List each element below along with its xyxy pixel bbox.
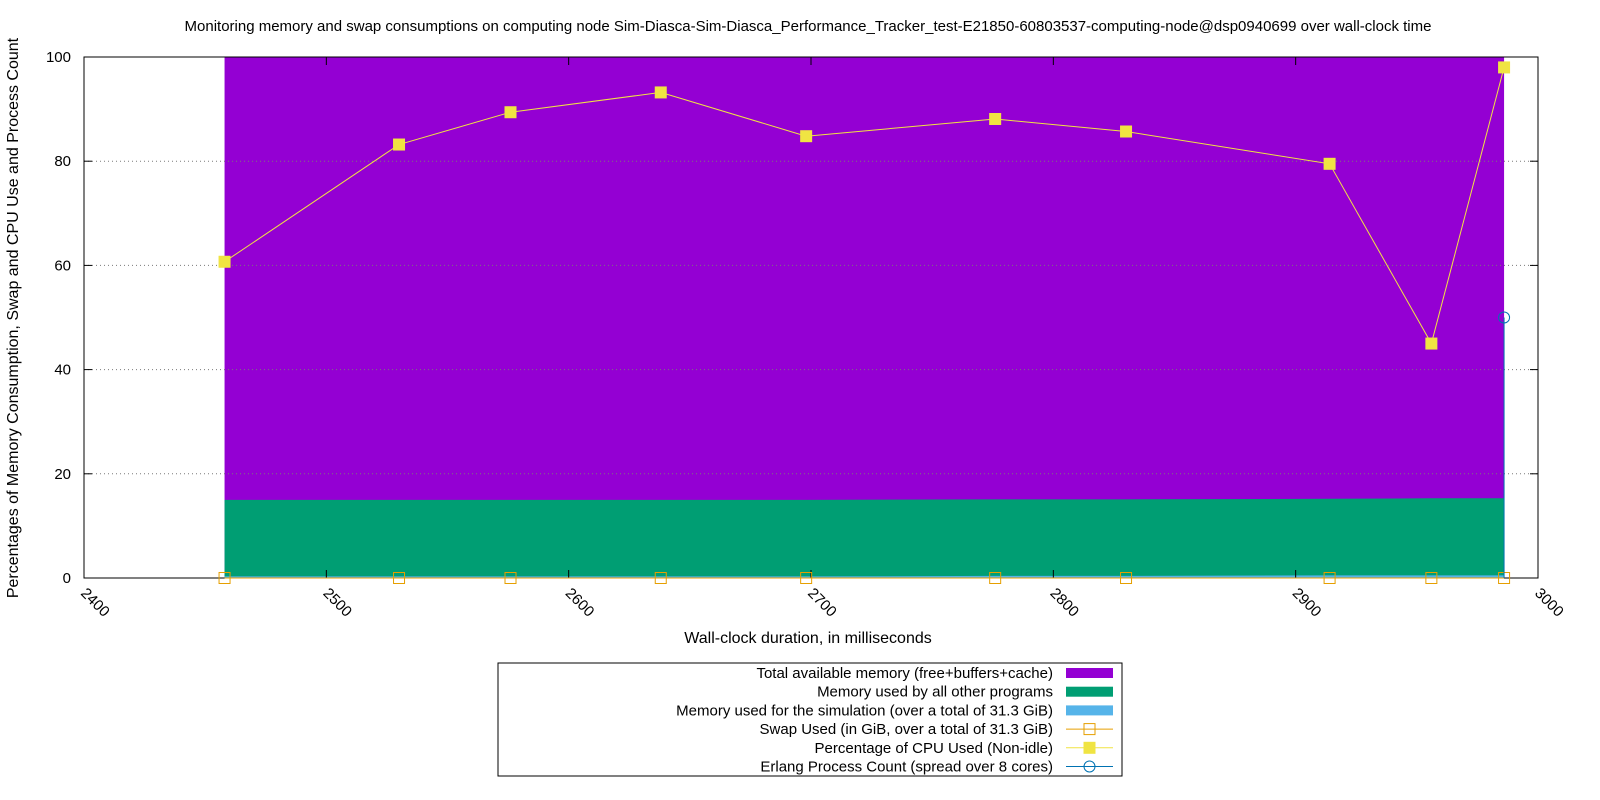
y-tick-label: 20	[54, 466, 71, 483]
legend-marker	[1083, 760, 1096, 773]
legend-label: Memory used by all other programs	[817, 684, 1053, 701]
cpu-point	[800, 130, 813, 143]
swap-point	[1323, 572, 1336, 584]
y-axis-label: Percentages of Memory Consumption, Swap …	[5, 37, 22, 598]
y-tick-labels: 0 20 40 60 80 100	[46, 49, 71, 587]
cpu-point	[218, 255, 231, 268]
x-tick-label: 2600	[562, 585, 598, 621]
cpu-point	[393, 138, 406, 151]
swap-point	[218, 572, 231, 584]
legend-marker	[1083, 741, 1096, 754]
y-tick-label: 0	[63, 570, 71, 587]
legend-label: Erlang Process Count (spread over 8 core…	[760, 759, 1053, 776]
swap-point	[504, 572, 517, 584]
x-tick-label: 2700	[804, 585, 840, 621]
legend-box	[497, 662, 1123, 777]
cpu-point	[504, 106, 517, 119]
cpu-point	[654, 86, 667, 99]
cpu-point	[989, 112, 1002, 125]
cpu-point	[1425, 337, 1438, 350]
chart-title: Monitoring memory and swap consumptions …	[185, 18, 1432, 35]
legend-marker	[1083, 723, 1096, 736]
cpu-point	[1498, 61, 1511, 74]
swap-point	[393, 572, 406, 584]
legend-label: Memory used for the simulation (over a t…	[676, 702, 1053, 719]
swap-point	[654, 572, 667, 584]
x-tick-label: 2400	[77, 585, 113, 621]
y-tick-label: 80	[54, 153, 71, 170]
series-total-available-memory-area	[224, 57, 1505, 578]
y-tick-label: 60	[54, 257, 71, 274]
legend-swatch	[1066, 686, 1113, 697]
x-tick-label: 2800	[1047, 585, 1083, 621]
x-tick-label: 2900	[1289, 585, 1325, 621]
legend-label: Percentage of CPU Used (Non-idle)	[815, 740, 1053, 757]
y-tick-label: 100	[46, 49, 71, 66]
swap-point	[1120, 572, 1133, 584]
swap-point	[800, 572, 813, 584]
legend: Total available memory (free+buffers+cac…	[497, 662, 1123, 777]
swap-point	[989, 572, 1002, 584]
cpu-point	[1120, 125, 1133, 138]
x-tick-labels: 2400 2500 2600 2700 2800 2900 3000	[77, 585, 1567, 621]
plot-area	[83, 56, 1539, 584]
series-cpu-line	[224, 67, 1505, 345]
legend-swatch	[1066, 705, 1113, 716]
x-tick-label: 3000	[1531, 585, 1567, 621]
x-tick-label: 2500	[320, 585, 356, 621]
y-tick-label: 40	[54, 362, 71, 379]
legend-swatch	[1066, 668, 1113, 678]
cpu-point	[1323, 157, 1336, 170]
series-simulation-memory-area	[224, 575, 1505, 578]
x-axis-label: Wall-clock duration, in milliseconds	[684, 630, 932, 647]
series-other-programs-area	[224, 498, 1505, 578]
swap-point	[1425, 572, 1438, 584]
legend-label: Total available memory (free+buffers+cac…	[756, 665, 1053, 682]
legend-label: Swap Used (in GiB, over a total of 31.3 …	[760, 721, 1053, 738]
erlang-process-point	[1498, 311, 1511, 324]
